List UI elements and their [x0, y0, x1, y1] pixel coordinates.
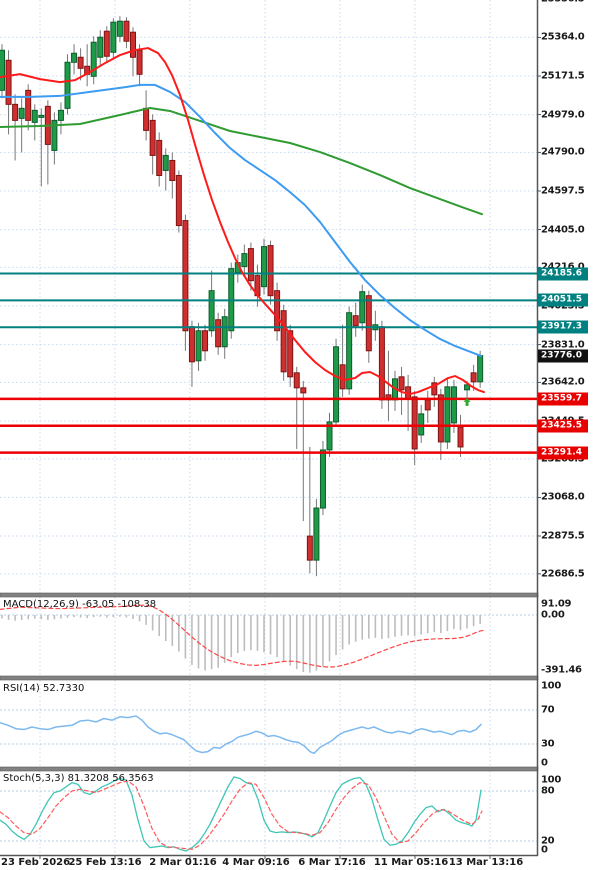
bear-candle	[267, 245, 274, 297]
ma-slow-green	[0, 106, 483, 216]
bear-candle	[431, 382, 438, 396]
bear-candle	[169, 159, 176, 181]
bull-candle	[208, 290, 215, 332]
ma-fast-red	[0, 47, 485, 396]
bear-candle	[424, 399, 431, 411]
bull-candle	[261, 246, 267, 288]
bear-candle	[202, 330, 209, 352]
bear-candle	[398, 376, 405, 391]
panel-separator	[0, 766, 539, 772]
panel-separator	[0, 592, 539, 598]
bear-candle	[365, 295, 372, 352]
bull-candle	[162, 154, 169, 171]
bear-candle	[306, 535, 313, 561]
bull-candle	[221, 316, 228, 348]
bear-candle	[5, 59, 12, 105]
bear-candle	[103, 30, 110, 57]
bear-candle	[411, 396, 418, 450]
bear-candle	[123, 20, 130, 42]
bull-candle	[0, 49, 5, 91]
bull-candle	[57, 109, 64, 121]
bull-candle	[326, 421, 333, 451]
bear-candle	[136, 49, 143, 75]
bear-candle	[247, 248, 254, 282]
bull-candle	[18, 107, 25, 119]
bear-candle	[437, 394, 444, 443]
bear-candle	[293, 372, 300, 389]
bull-candle	[450, 386, 457, 424]
macd-signal-line	[0, 604, 485, 668]
bull-candle	[333, 346, 340, 423]
bear-candle	[287, 330, 294, 378]
bull-candle	[31, 109, 38, 123]
bull-candle	[444, 386, 451, 443]
bull-candle	[418, 413, 425, 436]
bull-candle	[71, 52, 78, 63]
bear-candle	[280, 310, 287, 373]
bull-candle	[90, 41, 97, 77]
bear-candle	[378, 326, 385, 401]
bull-candle	[97, 36, 104, 58]
bull-candle	[359, 291, 366, 324]
bull-candle	[38, 114, 45, 118]
bear-candle	[300, 387, 307, 394]
stoch-d-line	[0, 780, 483, 850]
panel-separator	[0, 675, 539, 681]
bull-candle	[319, 449, 326, 509]
bear-candle	[77, 56, 84, 69]
bear-candle	[182, 220, 189, 332]
bear-candle	[352, 315, 359, 327]
bull-candle	[64, 61, 71, 109]
ma-mid-blue	[0, 83, 482, 357]
bull-candle	[346, 312, 353, 390]
bear-candle	[25, 89, 32, 121]
bull-candle	[241, 253, 248, 268]
bull-candle	[477, 355, 484, 383]
bull-candle	[464, 384, 471, 391]
bear-candle	[339, 364, 346, 390]
bull-candle	[116, 20, 123, 37]
stoch-k-line	[0, 776, 482, 852]
bear-candle	[274, 290, 281, 332]
bear-candle	[470, 372, 477, 383]
bull-candle	[51, 119, 58, 151]
bull-candle	[195, 330, 202, 362]
bear-candle	[143, 107, 150, 131]
bear-candle	[188, 326, 195, 363]
bear-candle	[457, 426, 464, 448]
rsi-line	[0, 715, 482, 755]
bull-candle	[313, 507, 320, 561]
up-arrow-marker	[463, 397, 471, 406]
bear-candle	[12, 103, 19, 121]
bear-candle	[149, 119, 156, 156]
bear-candle	[175, 174, 182, 227]
bear-candle	[156, 139, 163, 176]
bear-candle	[215, 319, 222, 348]
bull-candle	[110, 21, 117, 53]
bear-candle	[130, 31, 136, 58]
